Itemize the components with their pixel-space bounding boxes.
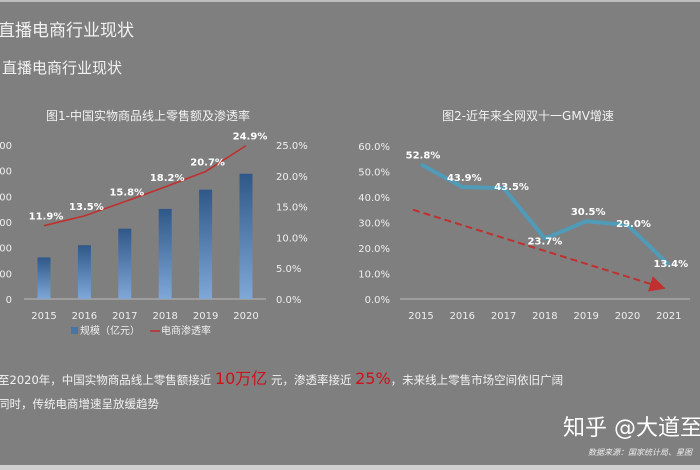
summary-text: ，未来线上零售市场空间依旧广阔 — [390, 373, 564, 387]
bar — [118, 228, 132, 299]
left-tick-label: 0 — [6, 295, 12, 306]
chart2-title: 图2-近年来全网双十一GMV增速 — [442, 108, 614, 123]
bar — [199, 189, 213, 299]
chart1-title: 图1-中国实物商品线上零售额及渗透率 — [46, 108, 250, 123]
data-label: 15.8% — [109, 188, 144, 199]
legend-bar-label: 规模（亿元） — [80, 324, 140, 337]
left-tick-label: 40000 — [0, 244, 12, 255]
highlight-value: 25% — [355, 369, 391, 388]
x-tick-label: 2016 — [450, 311, 475, 322]
top-border — [0, 0, 700, 2]
y-tick-label: 30.0% — [358, 219, 390, 230]
x-tick-label: 2019 — [573, 311, 598, 322]
summary-line-1: 至2020年，中国实物商品线上零售额接近 10万亿 元，渗透率接近 25%，未来… — [0, 369, 563, 390]
bar — [37, 257, 51, 299]
data-label: 30.5% — [571, 207, 606, 218]
left-tick-label: 120000 — [0, 141, 12, 152]
y-tick-label: 40.0% — [358, 193, 390, 204]
summary-text: 至2020年，中国实物商品线上零售额接近 — [0, 373, 215, 387]
gmv-growth-line — [420, 162, 671, 267]
data-label: 11.9% — [29, 212, 64, 223]
right-tick-label: 15.0% — [276, 203, 308, 214]
summary-text: 元，渗透率接近 — [267, 373, 356, 387]
left-tick-label: 20000 — [0, 269, 12, 280]
page-title: 直播电商行业现状 — [0, 21, 134, 41]
bar — [77, 245, 91, 299]
x-tick-label: 2016 — [72, 311, 97, 322]
data-label: 18.2% — [150, 173, 185, 184]
penetration-line — [43, 144, 247, 227]
legend-bar-swatch — [71, 327, 78, 334]
x-tick-label: 2018 — [152, 311, 177, 322]
y-tick-label: 50.0% — [358, 168, 390, 179]
watermark: 知乎 @大道至 — [563, 416, 700, 441]
left-tick-label: 60000 — [0, 218, 12, 229]
y-tick-label: 10.0% — [358, 270, 390, 281]
data-source: 数据来源：国家统计局、星图 — [588, 448, 692, 457]
data-label: 13.5% — [69, 202, 104, 213]
y-tick-label: 20.0% — [358, 244, 390, 255]
x-tick-label: 2020 — [615, 311, 640, 322]
x-tick-label: 2017 — [112, 311, 137, 322]
y-tick-label: 0.0% — [365, 295, 390, 306]
x-tick-label: 2020 — [233, 311, 258, 322]
x-tick-label: 2018 — [532, 311, 557, 322]
data-label: 29.0% — [616, 219, 651, 230]
data-label: 24.9% — [233, 132, 268, 143]
bar — [239, 173, 253, 299]
bottom-border — [0, 465, 700, 470]
bar — [158, 208, 172, 299]
data-label: 13.4% — [653, 259, 688, 270]
legend-line-label: 电商渗透率 — [161, 324, 211, 337]
left-tick-label: 100000 — [0, 167, 12, 178]
data-label: 20.7% — [190, 157, 225, 168]
x-tick-label: 2015 — [31, 311, 56, 322]
x-tick-label: 2019 — [193, 311, 218, 322]
x-tick-label: 2015 — [408, 311, 433, 322]
right-tick-label: 10.0% — [276, 233, 308, 244]
data-label: 43.5% — [494, 182, 529, 193]
data-label: 23.7% — [528, 237, 563, 248]
y-tick-label: 60.0% — [358, 142, 390, 153]
right-tick-label: 20.0% — [276, 172, 308, 183]
data-label: 52.8% — [406, 150, 441, 161]
right-tick-label: 25.0% — [276, 141, 308, 152]
x-tick-label: 2021 — [656, 311, 681, 322]
data-label: 43.9% — [447, 173, 482, 184]
right-tick-label: 0.0% — [276, 295, 301, 306]
x-tick-label: 2017 — [491, 311, 516, 322]
trend-arrow — [412, 208, 666, 292]
summary-line-2: 同时，传统电商增速呈放缓趋势 — [0, 397, 159, 411]
left-tick-label: 80000 — [0, 192, 12, 203]
page-subtitle: 直播电商行业现状 — [2, 59, 123, 77]
highlight-value: 10万亿 — [214, 369, 268, 388]
right-tick-label: 5.0% — [276, 264, 301, 275]
